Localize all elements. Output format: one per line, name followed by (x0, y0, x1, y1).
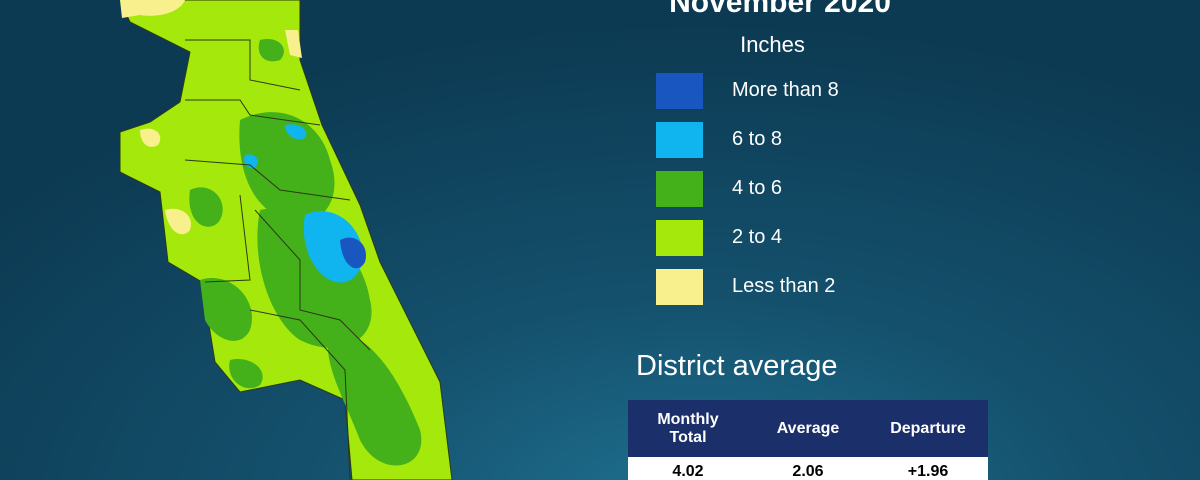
table-cell: +1.96 (868, 457, 988, 480)
legend-swatch (656, 219, 703, 256)
legend-label: 2 to 4 (732, 226, 783, 248)
column-header: Departure (868, 400, 988, 457)
blue-zones (244, 124, 363, 283)
column-header: Monthly Total (628, 400, 748, 457)
legend-swatch (656, 72, 703, 109)
county-lines (184, 39, 371, 480)
table-cell: 2.06 (748, 457, 868, 480)
yellow-zones (120, 0, 302, 235)
legend-label: 6 to 8 (732, 128, 783, 150)
column-header: Average (748, 400, 868, 457)
legend-swatch (656, 170, 703, 207)
legend-swatch (656, 121, 703, 158)
green-zones (189, 39, 422, 466)
legend-label: More than 8 (732, 79, 839, 101)
table-header-row: Monthly Total Average Departure (628, 400, 988, 457)
legend-units: Inches (740, 32, 805, 57)
legend-item: More than 8 (656, 66, 839, 115)
dark-blue-zone (340, 237, 366, 269)
district-average-title: District average (636, 350, 838, 382)
legend-label: 4 to 6 (732, 177, 783, 199)
table-cell: 4.02 (628, 457, 748, 480)
legend-item: 4 to 6 (656, 164, 839, 213)
table-row: 4.02 2.06 +1.96 (628, 457, 988, 480)
legend-item: 6 to 8 (656, 115, 839, 164)
legend-label: Less than 2 (732, 275, 836, 297)
legend: More than 8 6 to 8 4 to 6 2 to 4 Less than 2 (656, 66, 839, 311)
legend-swatch (656, 268, 703, 305)
map-title: November 2020 (669, 0, 891, 19)
district-average-table: Monthly Total Average Departure 4.02 2.06 +1… (628, 400, 988, 480)
legend-item: Less than 2 (656, 262, 839, 311)
legend-item: 2 to 4 (656, 213, 839, 262)
rainfall-map (119, 0, 453, 480)
